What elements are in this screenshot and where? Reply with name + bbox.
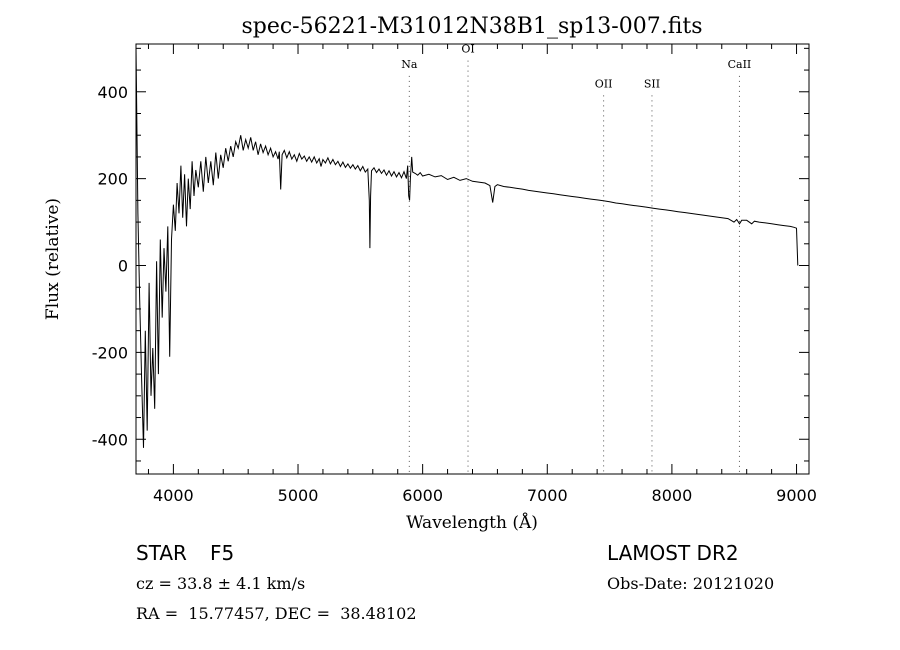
chart-title: spec-56221-M31012N38B1_sp13-007.fits xyxy=(241,14,702,39)
observation-date: Obs-Date: 20121020 xyxy=(607,574,775,593)
line-marker-label: CaII xyxy=(728,58,752,71)
axis-ticks xyxy=(136,44,809,474)
x-tick-label: 6000 xyxy=(402,486,443,505)
x-tick-label: 7000 xyxy=(527,486,568,505)
line-marker-label: SII xyxy=(644,77,660,90)
x-axis-label: Wavelength (Å) xyxy=(406,512,538,533)
coordinates-readout: RA = 15.77457, DEC = 38.48102 xyxy=(136,604,417,623)
flux-spectrum-line xyxy=(135,46,799,448)
line-marker-label: Na xyxy=(401,58,418,71)
survey-name: LAMOST DR2 xyxy=(607,541,739,565)
x-tick-label: 8000 xyxy=(652,486,693,505)
line-marker-label: OII xyxy=(595,77,613,90)
x-tick-label: 4000 xyxy=(153,486,194,505)
axis-tick-labels: 4000 5000 6000 7000 8000 9000 -400 -200 0 200 400 xyxy=(92,83,817,505)
object-subclass: F5 xyxy=(210,541,235,565)
x-tick-label: 9000 xyxy=(776,486,817,505)
line-marker-label: OI xyxy=(461,43,474,56)
plot-frame xyxy=(135,43,810,475)
object-class: STAR xyxy=(136,541,187,565)
spectral-line-markers: Na OI OII SII CaII xyxy=(401,43,751,474)
y-tick-label: -200 xyxy=(92,343,128,362)
y-axis-label: Flux (relative) xyxy=(43,198,63,320)
y-tick-label: 400 xyxy=(97,83,128,102)
x-tick-label: 5000 xyxy=(278,486,319,505)
redshift-readout: cz = 33.8 ± 4.1 km/s xyxy=(136,574,306,593)
y-tick-label: 0 xyxy=(118,257,128,276)
y-tick-label: 200 xyxy=(97,170,128,189)
y-tick-label: -400 xyxy=(92,430,128,449)
